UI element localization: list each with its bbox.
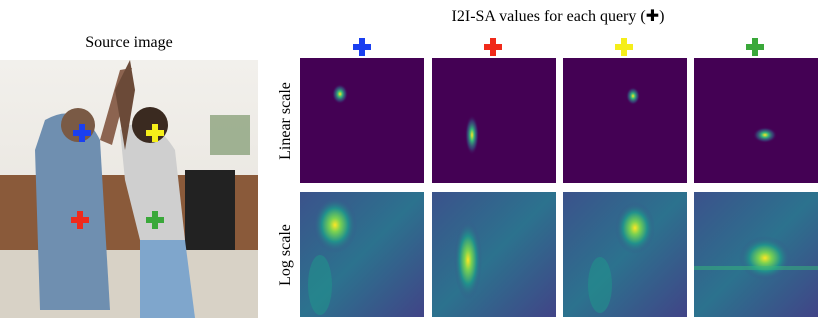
linear-maps: [300, 58, 818, 183]
log-maps: [300, 192, 818, 317]
row-label: Log scale: [277, 224, 294, 286]
row-label: Linear scale: [277, 82, 294, 160]
source-title: Source image: [85, 34, 173, 51]
source-image: [0, 60, 258, 318]
maps-title: I2I-SA values for each query (✚): [452, 8, 665, 25]
query-markers: [353, 38, 764, 56]
